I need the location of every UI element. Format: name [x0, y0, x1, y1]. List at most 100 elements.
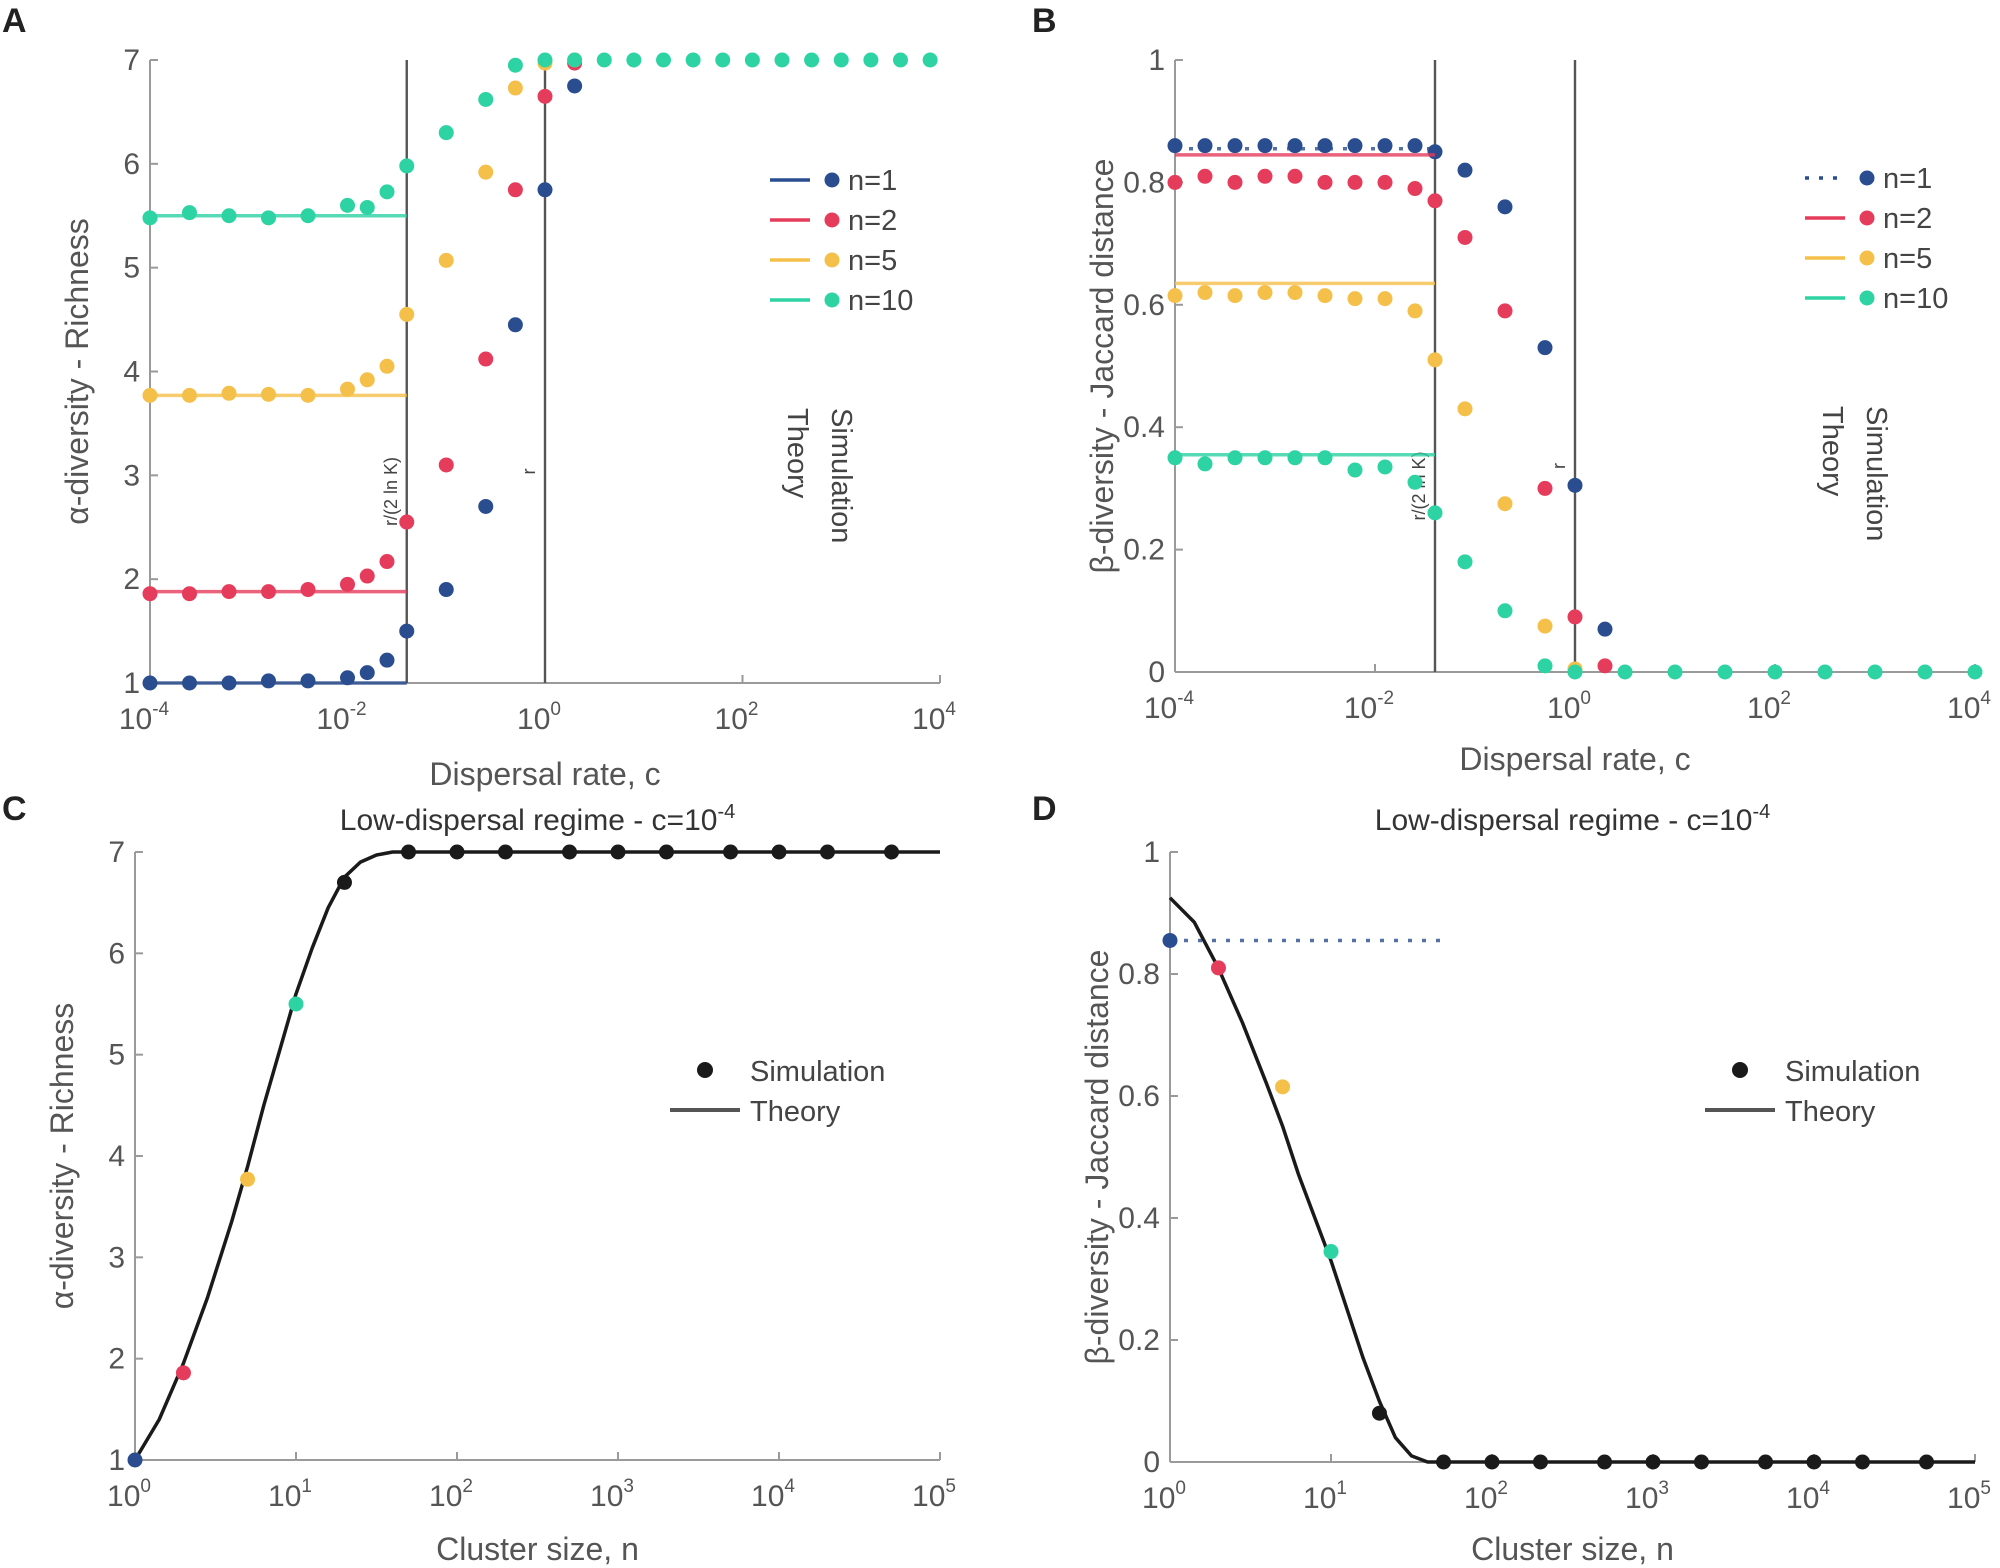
x-tick-label: 103 [590, 1476, 634, 1513]
data-point-n=2 [1537, 480, 1553, 496]
data-point-n=10 [1617, 664, 1633, 680]
data-point-n=10 [1317, 450, 1333, 466]
data-point-n=1 [507, 317, 523, 333]
x-tick-exponent: -4 [152, 699, 169, 720]
x-tick-base: 10 [912, 703, 945, 736]
y-tick-label: 7 [108, 836, 125, 869]
legend-label-theory: Theory [1785, 1096, 1876, 1128]
data-point-n=2 [1257, 168, 1273, 184]
simulation-point [1919, 1454, 1935, 1470]
simulation-point [1806, 1454, 1822, 1470]
data-point-n=10 [774, 52, 790, 68]
data-point-n=2 [1347, 174, 1363, 190]
data-point-n=5 [1347, 291, 1363, 307]
legend-label: n=2 [1883, 203, 1932, 235]
data-point-n=2 [399, 514, 415, 530]
legend-header-theory: Theory [781, 408, 813, 499]
data-point-n=1 [1537, 340, 1553, 356]
data-point-n=2 [537, 88, 553, 104]
x-tick-exponent: 4 [784, 1476, 795, 1497]
x-tick-exponent: -2 [1377, 688, 1394, 709]
data-point-n=2 [1567, 609, 1583, 625]
data-point-n=1 [1227, 138, 1243, 154]
x-tick-base: 10 [107, 1480, 140, 1513]
data-point-n=1 [182, 675, 197, 691]
data-point-n=2 [1597, 658, 1613, 674]
data-point-n=10 [656, 52, 671, 68]
simulation-point [336, 874, 352, 890]
x-tick-base: 10 [1344, 692, 1377, 725]
data-point-n=10 [1377, 459, 1393, 475]
simulation-point [127, 1452, 143, 1468]
data-point-n=1 [478, 498, 494, 514]
data-point-n=5 [1407, 303, 1423, 319]
x-tick-base: 10 [517, 703, 550, 736]
data-point-n=1 [379, 652, 395, 668]
simulation-point [1210, 960, 1226, 976]
data-point-n=10 [804, 52, 820, 68]
data-point-n=2 [359, 568, 375, 584]
data-point-n=2 [379, 554, 395, 570]
data-point-n=2 [221, 584, 237, 600]
data-point-n=10 [300, 208, 316, 224]
x-tick-exponent: 4 [1980, 688, 1991, 709]
y-axis-label: β-diversity - Jaccard distance [1084, 159, 1120, 574]
x-tick-label: 100 [517, 699, 561, 736]
data-point-n=1 [1257, 138, 1273, 154]
y-tick-label: 1 [123, 667, 140, 700]
legend-marker-n=10 [1859, 290, 1875, 306]
y-tick-label: 5 [108, 1039, 125, 1072]
simulation-point [1275, 1079, 1291, 1095]
x-tick-base: 10 [715, 703, 748, 736]
data-point-n=10 [340, 197, 355, 213]
data-point-n=1 [340, 670, 355, 686]
data-point-n=10 [1197, 456, 1213, 472]
x-tick-exponent: 0 [140, 1476, 151, 1497]
legend-label-simulation: Simulation [750, 1056, 885, 1088]
x-tick-label: 102 [1747, 688, 1791, 725]
chart-title-exponent: -4 [717, 801, 735, 823]
data-point-n=10 [685, 52, 701, 68]
data-point-n=10 [922, 52, 938, 68]
x-tick-label: 105 [912, 1476, 956, 1513]
x-tick-base: 10 [316, 703, 349, 736]
chart-title-text: Low-dispersal regime - c=10 [1375, 804, 1753, 837]
legend-label: n=1 [1883, 163, 1932, 195]
data-point-n=2 [1407, 181, 1423, 197]
data-point-n=1 [1497, 199, 1513, 215]
x-tick-base: 10 [268, 1480, 301, 1513]
data-point-n=2 [1377, 174, 1393, 190]
simulation-point [288, 996, 304, 1012]
x-tick-label: 104 [912, 699, 956, 736]
legend-label: n=10 [1883, 283, 1948, 315]
y-tick-label: 0.8 [1118, 958, 1160, 991]
data-point-n=10 [359, 199, 375, 215]
data-point-n=10 [478, 91, 494, 107]
simulation-point [884, 844, 900, 860]
data-point-n=1 [142, 675, 158, 691]
x-tick-base: 10 [751, 1480, 784, 1513]
y-tick-label: 0.4 [1123, 411, 1165, 444]
x-tick-label: 104 [1947, 688, 1991, 725]
x-tick-exponent: 1 [1336, 1478, 1347, 1499]
legend-label-theory: Theory [750, 1096, 841, 1128]
y-tick-label: 2 [123, 563, 140, 596]
data-point-n=10 [1407, 474, 1423, 490]
data-point-n=5 [507, 80, 523, 96]
y-tick-label: 0.2 [1123, 534, 1165, 567]
vline-label: r [1549, 463, 1569, 469]
simulation-point [1854, 1454, 1870, 1470]
legend-header-simulation: Simulation [825, 408, 857, 543]
data-point-n=10 [182, 205, 197, 221]
data-point-n=10 [1257, 450, 1273, 466]
legend-marker-simulation [1732, 1062, 1748, 1078]
x-tick-label: 10-4 [119, 699, 170, 736]
data-point-n=10 [1287, 450, 1303, 466]
data-point-n=5 [438, 252, 454, 268]
x-tick-label: 104 [1786, 1478, 1830, 1515]
data-point-n=10 [1817, 664, 1833, 680]
x-tick-label: 104 [751, 1476, 795, 1513]
y-tick-label: 0.2 [1118, 1324, 1160, 1357]
simulation-point [1323, 1244, 1339, 1260]
y-axis-label: α-diversity - Richness [59, 218, 95, 525]
